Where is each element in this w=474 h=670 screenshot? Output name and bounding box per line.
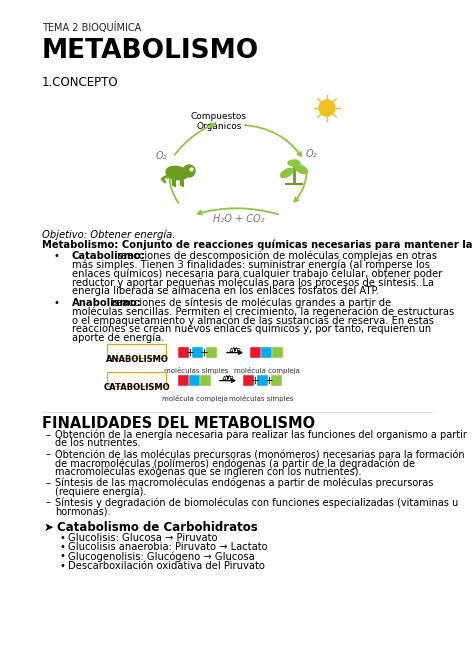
Text: ATP: ATP [222,376,234,382]
Text: O₂: O₂ [155,151,167,161]
Text: hormonas).: hormonas). [55,506,110,516]
Text: CATABOLISMO: CATABOLISMO [104,383,170,391]
Text: reacciones de descomposición de moléculas complejas en otras: reacciones de descomposición de molécula… [114,251,437,261]
Ellipse shape [166,166,188,180]
Bar [272,347,283,358]
Bar [192,347,203,358]
Text: •: • [54,251,60,261]
Text: ATP: ATP [228,348,241,354]
Text: de macromoléculas (polímeros) endógenas (a partir de la degradación de: de macromoléculas (polímeros) endógenas … [55,458,415,468]
Circle shape [183,165,195,177]
Text: Catabolismo de Carbohidratos: Catabolismo de Carbohidratos [57,521,258,534]
Ellipse shape [288,160,300,166]
Text: Descarboxilación oxidativa del Piruvato: Descarboxilación oxidativa del Piruvato [68,561,265,571]
Ellipse shape [295,164,307,174]
Text: Síntesis de las macromoléculas endógenas a partir de moléculas precursoras: Síntesis de las macromoléculas endógenas… [55,478,433,488]
Text: o el empaquetamiento y almacón de las sustancias de reserva. En estas: o el empaquetamiento y almacón de las su… [72,315,434,326]
Bar [178,347,189,358]
Text: reacciones se crean nuevos enlaces químicos y, por tanto, requieren un: reacciones se crean nuevos enlaces quími… [72,324,431,334]
Text: •: • [60,561,66,571]
Text: Obtención de las moléculas precursoras (monómeros) necesarias para la formación: Obtención de las moléculas precursoras (… [55,449,465,460]
Text: de los nutrientes.: de los nutrientes. [55,438,140,448]
FancyBboxPatch shape [108,372,166,386]
Text: METABOLISMO: METABOLISMO [42,38,259,64]
Text: aporte de energía.: aporte de energía. [72,333,164,343]
Bar [206,347,217,358]
Text: Catabolismo:: Catabolismo: [72,251,146,261]
Text: (requiere energía).: (requiere energía). [55,486,146,497]
Text: •: • [60,542,66,552]
Text: ➤: ➤ [44,521,54,534]
Text: •: • [54,297,60,308]
Text: molécula compleja: molécula compleja [162,395,228,402]
Text: 1.CONCEPTO: 1.CONCEPTO [42,76,118,89]
Text: O₂: O₂ [305,149,317,159]
Text: Glucogenolisis: Glucógeno → Glucosa: Glucogenolisis: Glucógeno → Glucosa [68,551,255,562]
Text: reductor y aportar pequeñas moléculas para los procesos de síntesis. La: reductor y aportar pequeñas moléculas pa… [72,277,434,287]
Bar [178,375,189,386]
Text: Obtención de la energía necesaria para realizar las funciones del organismo a pa: Obtención de la energía necesaria para r… [55,429,467,440]
Text: Glucolisis: Glucosa → Piruvato: Glucolisis: Glucosa → Piruvato [68,533,218,543]
Text: •: • [60,551,66,561]
Bar [200,375,211,386]
Text: Metabolismo: Conjunto de reacciones químicas necesarias para mantener la vida: Metabolismo: Conjunto de reacciones quím… [42,240,474,251]
Text: FINALIDADES DEL METABOLISMO: FINALIDADES DEL METABOLISMO [42,415,315,431]
Text: +: + [264,376,273,386]
Text: moléculas sencillas. Permiten el crecimiento, la regeneración de estructuras: moléculas sencillas. Permiten el crecimi… [72,306,454,317]
Text: +: + [186,348,194,358]
Text: Síntesis y degradación de biomoléculas con funciones especializadas (vitaminas u: Síntesis y degradación de biomoléculas c… [55,497,458,508]
Text: macromoléculas exógenas que se ingieren con los nutrientes).: macromoléculas exógenas que se ingieren … [55,467,362,477]
Text: energía liberada se almacena en los enlaces fosfatos del ATP.: energía liberada se almacena en los enla… [72,286,379,296]
Bar [261,347,272,358]
Text: moléculas simples: moléculas simples [164,367,228,374]
Text: +: + [200,348,208,358]
Ellipse shape [281,168,293,178]
Text: Glucolisis anaerobia: Piruvato → Lactato: Glucolisis anaerobia: Piruvato → Lactato [68,542,268,552]
Text: –: – [46,478,51,488]
Bar [243,375,254,386]
FancyBboxPatch shape [108,344,166,358]
Text: ANABOLISMO: ANABOLISMO [106,354,168,364]
Text: enlaces químicos) necesaria para cualquier trabajo celular, obtener poder: enlaces químicos) necesaria para cualqui… [72,268,442,279]
Circle shape [319,100,335,116]
Text: •: • [60,533,66,543]
Text: Anabolismo:: Anabolismo: [72,297,142,308]
Text: más simples. Tienen 3 finalidades: suministrar energía (al romperse los: más simples. Tienen 3 finalidades: sumin… [72,259,430,270]
Text: –: – [46,497,51,507]
Text: –: – [46,429,51,440]
Bar [257,375,268,386]
Text: Objetivo: Obtener energía.: Objetivo: Obtener energía. [42,230,175,241]
Text: –: – [46,449,51,459]
Text: moléculas simples: moléculas simples [229,395,293,402]
Text: reacciones de síntesis de moléculas grandes a partir de: reacciones de síntesis de moléculas gran… [109,297,391,308]
Text: molécula compleja: molécula compleja [234,367,300,374]
Text: H₂O + CO₂: H₂O + CO₂ [213,214,265,224]
Text: Compuestos
Orgánicos: Compuestos Orgánicos [191,112,247,131]
Text: TEMA 2 BIOQUÍMICA: TEMA 2 BIOQUÍMICA [42,22,141,33]
Bar [250,347,261,358]
Bar [271,375,282,386]
Text: +: + [251,376,259,386]
Bar [189,375,200,386]
